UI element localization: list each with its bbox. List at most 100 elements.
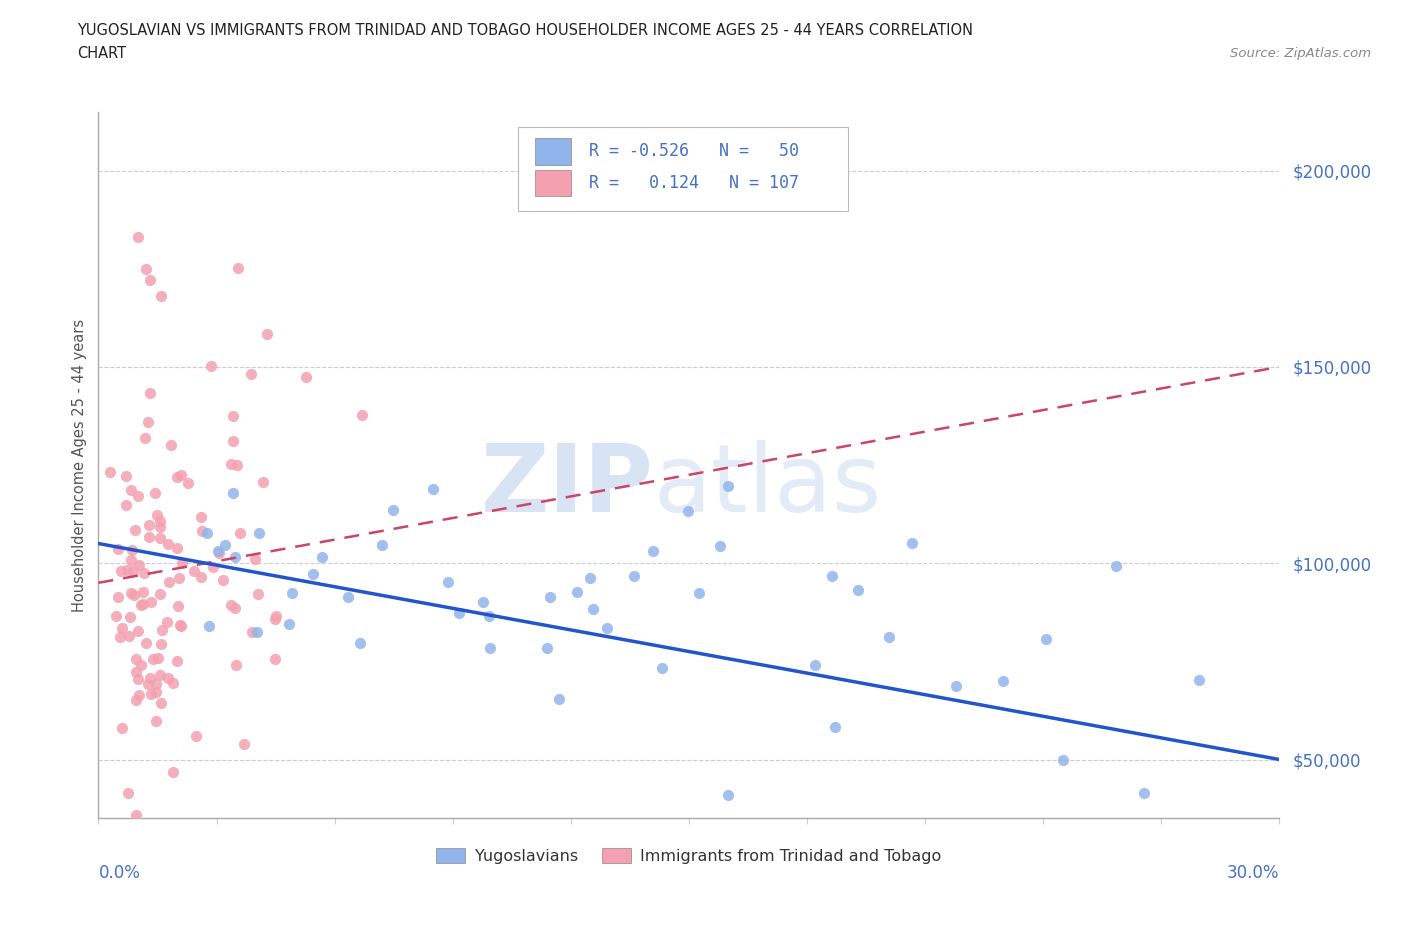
Point	[128, 687, 150, 702]
Point	[221, 434, 243, 449]
Point	[139, 594, 162, 609]
Point	[709, 538, 731, 553]
Point	[117, 786, 139, 801]
Point	[127, 489, 149, 504]
Point	[170, 468, 193, 483]
Point	[139, 671, 162, 685]
Legend: Yugoslavians, Immigrants from Trinidad and Tobago: Yugoslavians, Immigrants from Trinidad a…	[430, 842, 948, 870]
Point	[651, 660, 673, 675]
Point	[278, 617, 301, 631]
Point	[124, 523, 146, 538]
Point	[436, 575, 458, 590]
Point	[107, 542, 129, 557]
Point	[146, 508, 169, 523]
Point	[716, 788, 738, 803]
Point	[221, 456, 243, 471]
Point	[229, 525, 252, 540]
Point	[127, 671, 149, 686]
Point	[352, 407, 374, 422]
Point	[132, 565, 155, 580]
Text: R = -0.526   N =   50: R = -0.526 N = 50	[589, 142, 799, 160]
Y-axis label: Householder Income Ages 25 - 44 years: Householder Income Ages 25 - 44 years	[72, 318, 87, 612]
Point	[877, 630, 900, 644]
Point	[1133, 785, 1156, 800]
Point	[596, 620, 619, 635]
Point	[264, 609, 287, 624]
Point	[222, 485, 245, 500]
Point	[142, 652, 165, 667]
Point	[115, 468, 138, 483]
Point	[148, 650, 170, 665]
Point	[226, 458, 249, 472]
Point	[643, 544, 665, 559]
Point	[136, 677, 159, 692]
Point	[623, 568, 645, 583]
Text: CHART: CHART	[77, 46, 127, 61]
Point	[190, 570, 212, 585]
Point	[824, 720, 846, 735]
Point	[212, 573, 235, 588]
Point	[579, 571, 602, 586]
Point	[138, 517, 160, 532]
Text: 30.0%: 30.0%	[1227, 864, 1279, 883]
Point	[134, 636, 156, 651]
Point	[157, 671, 180, 685]
Point	[132, 596, 155, 611]
Point	[536, 641, 558, 656]
Point	[1105, 558, 1128, 573]
Point	[149, 695, 172, 710]
Point	[166, 470, 188, 485]
Point	[804, 658, 827, 672]
Point	[157, 575, 180, 590]
Point	[111, 620, 134, 635]
Point	[156, 614, 179, 629]
Point	[190, 510, 212, 525]
Point	[993, 673, 1015, 688]
Point	[280, 585, 302, 600]
Point	[122, 564, 145, 578]
Point	[145, 684, 167, 699]
Point	[538, 590, 561, 604]
Point	[349, 636, 371, 651]
Point	[120, 482, 142, 497]
Point	[177, 475, 200, 490]
Point	[945, 679, 967, 694]
Point	[125, 693, 148, 708]
Point	[222, 409, 245, 424]
Point	[138, 530, 160, 545]
Point	[225, 658, 247, 673]
Point	[195, 525, 218, 540]
Point	[582, 602, 605, 617]
Point	[294, 369, 316, 384]
Point	[149, 530, 172, 545]
Point	[252, 475, 274, 490]
Point	[145, 677, 167, 692]
Point	[149, 587, 172, 602]
Point	[717, 478, 740, 493]
Point	[145, 485, 167, 500]
Point	[170, 555, 193, 570]
FancyBboxPatch shape	[536, 169, 571, 196]
Point	[110, 564, 132, 578]
Point	[145, 714, 167, 729]
Point	[111, 720, 134, 735]
Point	[214, 538, 236, 552]
Point	[162, 764, 184, 779]
Point	[129, 597, 152, 612]
Text: Source: ZipAtlas.com: Source: ZipAtlas.com	[1230, 46, 1371, 60]
Point	[371, 538, 394, 552]
Point	[124, 652, 146, 667]
Point	[115, 563, 138, 578]
Point	[139, 686, 162, 701]
Point	[678, 503, 700, 518]
Point	[264, 612, 287, 627]
Point	[132, 585, 155, 600]
Point	[381, 503, 404, 518]
Point	[688, 586, 710, 601]
Point	[107, 590, 129, 604]
Point	[100, 464, 122, 479]
Point	[108, 630, 131, 644]
Point	[256, 326, 278, 341]
Point	[160, 437, 183, 452]
Point	[200, 358, 222, 373]
